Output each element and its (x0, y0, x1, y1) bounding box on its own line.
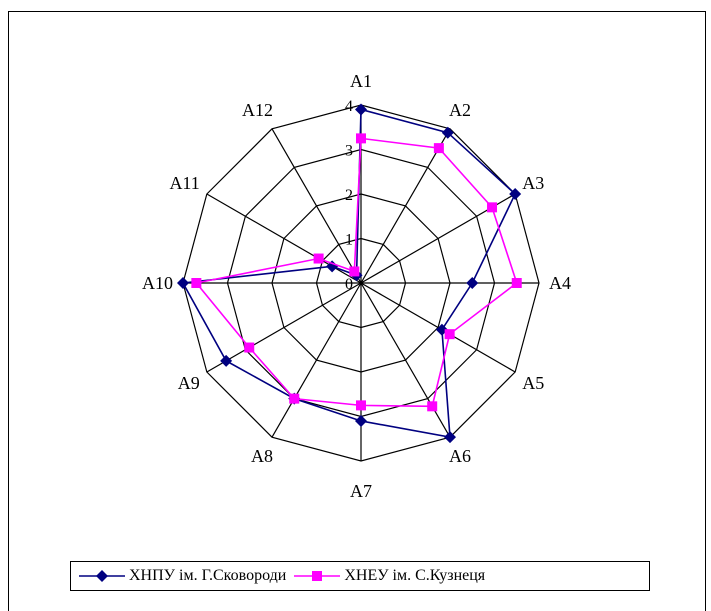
chart-frame (8, 11, 706, 611)
series-2-point-A1 (356, 133, 366, 144)
legend-square-marker-icon (294, 571, 341, 581)
category-label-A9: A9 (178, 373, 200, 393)
series-2-point-A11 (313, 253, 324, 264)
radar-series (177, 103, 522, 444)
series-2-point-A8 (289, 393, 300, 404)
legend-diamond-marker-icon (79, 570, 125, 582)
category-label-A8: A8 (251, 446, 273, 466)
series-1-point-A1 (355, 103, 367, 116)
category-label-A2: A2 (449, 100, 471, 120)
grid-spoke-A2 (360, 128, 451, 284)
series-2-point-A3 (487, 202, 498, 213)
tick-label-0: 0 (345, 276, 353, 293)
series-2-point-A12 (349, 266, 360, 277)
legend-label-series-2: ХНЕУ ім. С.Кузнеця (344, 567, 486, 584)
series-1-point-A7 (355, 414, 367, 427)
category-label-A3: A3 (522, 173, 544, 193)
category-label-A1: A1 (350, 71, 372, 91)
legend-item-series-2: ХНЕУ ім. С.Кузнеця (294, 567, 485, 585)
series-2-point-A5 (444, 329, 455, 340)
grid-spoke-A8 (271, 282, 362, 438)
category-label-A5: A5 (522, 373, 544, 393)
category-label-A7: A7 (350, 481, 372, 501)
radar-labels: 0 1 2 3 4 A1 A2 A3 A4 A5 A6 A7 A8 A9 A10 A11 A12 (142, 71, 571, 501)
category-label-A12: A12 (242, 100, 273, 120)
series-1-point-A6 (444, 431, 456, 444)
category-label-A4: A4 (549, 273, 571, 293)
series-1-point-A3 (509, 188, 522, 200)
series-1-point-A10 (177, 277, 189, 289)
radar-grid (182, 104, 540, 462)
series-2-point-A10 (191, 278, 202, 288)
category-label-A10: A10 (142, 273, 173, 293)
grid-spoke-A11 (206, 193, 362, 284)
tick-label-3: 3 (345, 143, 353, 160)
series-1-point-A2 (441, 126, 454, 139)
grid-spoke-A5 (360, 282, 516, 373)
series-1-point-A4 (466, 277, 479, 289)
grid-spoke-A9 (206, 282, 362, 373)
legend-label-series-1: ХНПУ ім. Г.Сковороди (129, 567, 287, 584)
series-1-point-A11 (326, 260, 339, 273)
series-2-point-A6 (427, 401, 438, 412)
series-2-point-A9 (244, 342, 255, 353)
tick-label-4: 4 (345, 98, 353, 115)
legend: ХНПУ ім. Г.Сковороди ХНЕУ ім. С.Кузнеця (70, 561, 650, 591)
tick-label-1: 1 (345, 232, 353, 249)
grid-spoke-A6 (360, 282, 451, 438)
tick-label-2: 2 (345, 187, 353, 204)
grid-spoke-A12 (271, 128, 362, 284)
category-label-A6: A6 (449, 446, 471, 466)
legend-item-series-1: ХНПУ ім. Г.Сковороди (79, 567, 286, 585)
series-2-point-A4 (511, 278, 522, 288)
series-2-point-A2 (433, 143, 444, 154)
series-2-point-A7 (356, 400, 366, 411)
category-label-A11: A11 (169, 173, 199, 193)
series-1-point-A9 (220, 354, 233, 367)
